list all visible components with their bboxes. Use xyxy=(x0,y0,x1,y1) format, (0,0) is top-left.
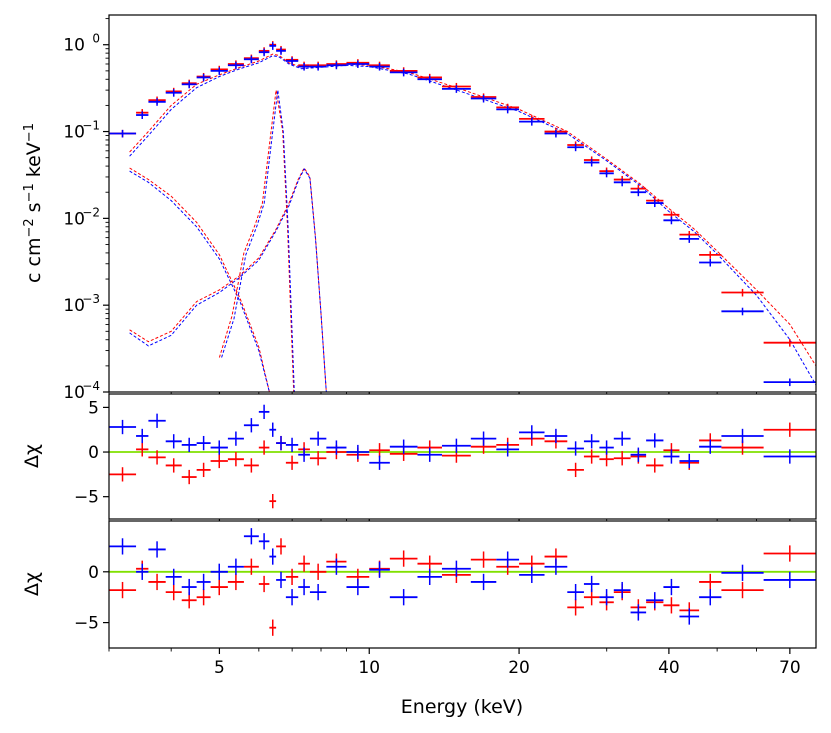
y-tick-label-4: 10 xyxy=(63,36,85,56)
resid-y-tick-label-2: 5 xyxy=(88,398,99,418)
y-tick-label-3: 10 xyxy=(63,123,85,143)
x-tick-label-1: 10 xyxy=(358,658,380,678)
model-curve-4 xyxy=(129,167,270,392)
x-tick-label-2: 20 xyxy=(508,658,530,678)
x-tick-label-0: 5 xyxy=(214,658,225,678)
residuals-2-plot-area xyxy=(109,521,816,648)
y-axis-label-part: keV xyxy=(23,142,45,183)
x-axis-label: Energy (keV) xyxy=(401,696,523,718)
y-tick-exponent-0: −4 xyxy=(82,379,100,393)
spectrum-y-axis-label: c cm−2 s−1 keV−1 xyxy=(22,123,46,283)
resid-y-tick-label-1: 0 xyxy=(88,443,99,463)
resid-y-tick-label-1: 0 xyxy=(88,563,99,583)
residuals-panel-1: −5 0 5 Δχ xyxy=(21,393,817,525)
residuals-2-y-ticks: −5 0 xyxy=(74,563,109,634)
residuals-2-y-axis-label: Δχ xyxy=(21,572,43,596)
residuals-1-frame xyxy=(108,393,817,520)
y-tick-exponent-4: 0 xyxy=(92,32,100,46)
spectrum-y-ticks: 10−410−310−210−110 0 xyxy=(63,18,109,403)
residuals-1-y-ticks: −5 0 5 xyxy=(74,398,109,508)
y-axis-label-part: −1 xyxy=(22,183,37,202)
residuals-2-data-points xyxy=(109,528,816,636)
resid-y-tick-label-0: −5 xyxy=(74,614,99,634)
model-curve-6 xyxy=(218,90,295,392)
model-curve-5 xyxy=(129,170,270,392)
spectrum-plot-area xyxy=(109,15,816,392)
y-axis-label-part: c cm xyxy=(23,238,45,283)
x-tick-label-4: 70 xyxy=(779,658,801,678)
model-curve-9 xyxy=(129,167,327,392)
y-tick-exponent-3: −1 xyxy=(82,119,100,133)
spectrum-panel: 10−410−310−210−110 0 c cm−2 s−1 keV−1 xyxy=(22,14,817,403)
spectrum-data-points xyxy=(109,41,816,387)
y-axis-label-part: −2 xyxy=(22,218,37,237)
y-axis-label-part: s xyxy=(23,202,45,218)
residuals-panel-2: −5 0 5 10 20 40 70 Δχ Energy (keV) xyxy=(21,520,817,718)
y-axis-label-part: −1 xyxy=(22,123,37,142)
model-curve-7 xyxy=(221,90,295,392)
y-tick-label-2: 10 xyxy=(63,209,85,229)
residuals-2-x-ticks: 5 10 20 40 70 xyxy=(108,648,801,678)
y-tick-exponent-2: −2 xyxy=(82,205,100,219)
residuals-1-data-points xyxy=(109,404,816,509)
residuals-1-y-axis-label: Δχ xyxy=(21,444,43,468)
y-tick-exponent-1: −3 xyxy=(82,292,100,306)
resid-y-tick-label-0: −5 xyxy=(74,488,99,508)
x-tick-label-3: 40 xyxy=(658,658,680,678)
spectrum-frame xyxy=(108,14,817,393)
y-tick-label-1: 10 xyxy=(63,296,85,316)
y-tick-label-0: 10 xyxy=(63,383,85,403)
residuals-2-frame xyxy=(108,520,817,649)
